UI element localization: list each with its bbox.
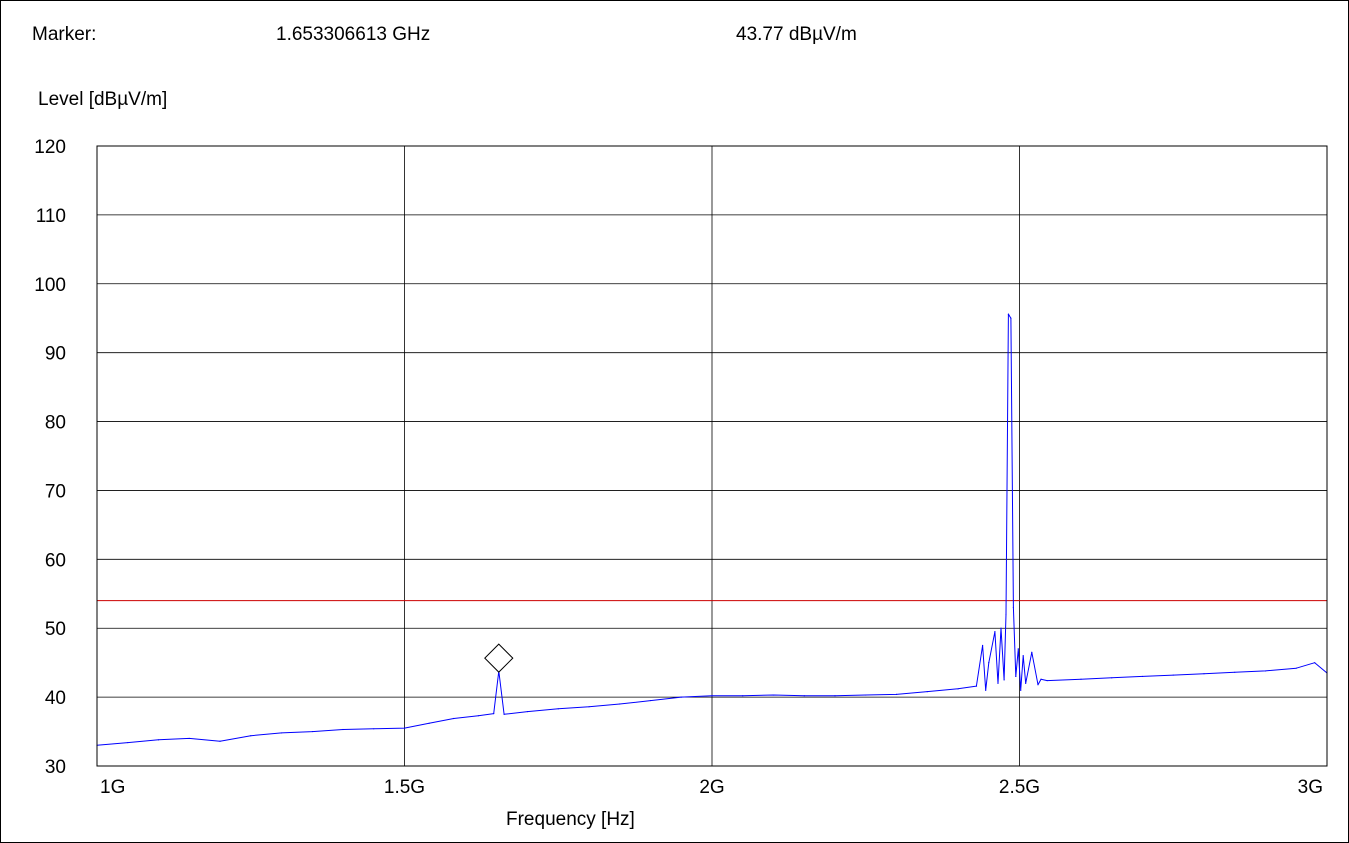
y-tick-label-40: 40 [45,688,66,709]
trace-point [280,732,283,734]
trace-point [1040,678,1042,680]
y-tick-label-70: 70 [45,481,66,502]
trace-point [188,737,190,740]
trace-point [1037,684,1039,686]
x-tick-label-3: 2.5G [999,777,1040,798]
x-tick-label-1: 1.5G [384,777,425,798]
trace-point [1022,655,1024,657]
trace-point [557,708,559,710]
trace-point [957,688,959,690]
trace-point [1203,673,1205,675]
grid [96,145,1328,767]
trace-point [680,696,682,698]
trace-point [803,695,805,697]
y-tick-label-50: 50 [45,619,66,640]
trace-point [588,706,590,708]
trace-point [342,728,344,731]
marker-level: 43.77 dBµV/m [736,24,857,45]
trace-point [1010,317,1012,319]
trace-point [1080,678,1082,680]
trace-point [403,727,406,729]
trace-point [1015,675,1017,678]
trace-point [975,685,978,687]
trace-point [1000,627,1002,629]
trace-point [926,691,928,693]
trace-point [1172,674,1174,676]
trace-point [250,735,252,737]
trace-point [526,710,529,713]
trace-point [865,694,867,696]
y-axis-label: Level [dBµV/m] [38,89,168,110]
trace-point [127,741,129,744]
trace-point [1046,679,1048,682]
trace-point [373,728,375,730]
y-tick-labels: 30 40 50 60 70 80 90 100 110 120 [34,137,66,778]
trace-point [311,730,313,733]
trace-point [997,682,999,684]
trace-point [649,699,652,702]
trace-point [772,694,775,696]
trace-point [1017,648,1019,650]
diamond-marker-icon [484,643,514,673]
y-tick-label-120: 120 [34,137,66,158]
trace-point [1295,667,1297,669]
x-tick-labels: 1G 1.5G 2G 2.5G 3G [100,777,1323,798]
marker-group [484,643,514,673]
trace-point [994,631,996,633]
trace-point [895,693,898,695]
trace-point [1005,613,1007,616]
y-tick-label-100: 100 [34,275,66,296]
marker-frequency: 1.653306613 GHz [276,24,431,45]
x-tick-label-4: 3G [1298,777,1323,798]
marker-label: Marker: [32,24,97,45]
y-tick-label-80: 80 [45,413,66,434]
trace-point [428,722,430,724]
trace-point [1031,651,1033,653]
trace-point [477,715,479,717]
trace-point [985,689,987,691]
trace-point [711,695,713,697]
trace-point [1234,671,1236,673]
plot-area-border [96,145,1328,767]
x-tick-label-0: 1G [100,777,125,798]
trace-point [1003,679,1005,681]
y-tick-label-30: 30 [45,757,66,778]
trace-point [988,662,990,664]
y-tick-label-90: 90 [45,344,66,365]
trace-point [1111,677,1113,679]
trace-point [742,695,744,697]
trace-point [1007,313,1010,315]
trace-point [619,703,621,705]
trace-point [503,713,505,715]
y-tick-label-110: 110 [36,206,66,227]
trace-point [1025,682,1027,684]
x-axis-label: Frequency [Hz] [506,809,635,830]
x-tick-label-2: 2G [699,777,724,798]
y-tick-label-60: 60 [45,550,66,571]
trace-point [1141,675,1144,678]
trace-point [157,739,160,741]
trace-point [453,717,455,720]
trace-point [1264,670,1267,672]
trace-point [982,644,984,647]
trace-point [219,740,221,742]
trace-point [493,713,495,715]
trace-point [834,695,836,697]
trace-group [96,313,1328,746]
trace-point [1314,662,1316,664]
trace-point [1020,689,1022,691]
trace-point [1012,606,1014,609]
